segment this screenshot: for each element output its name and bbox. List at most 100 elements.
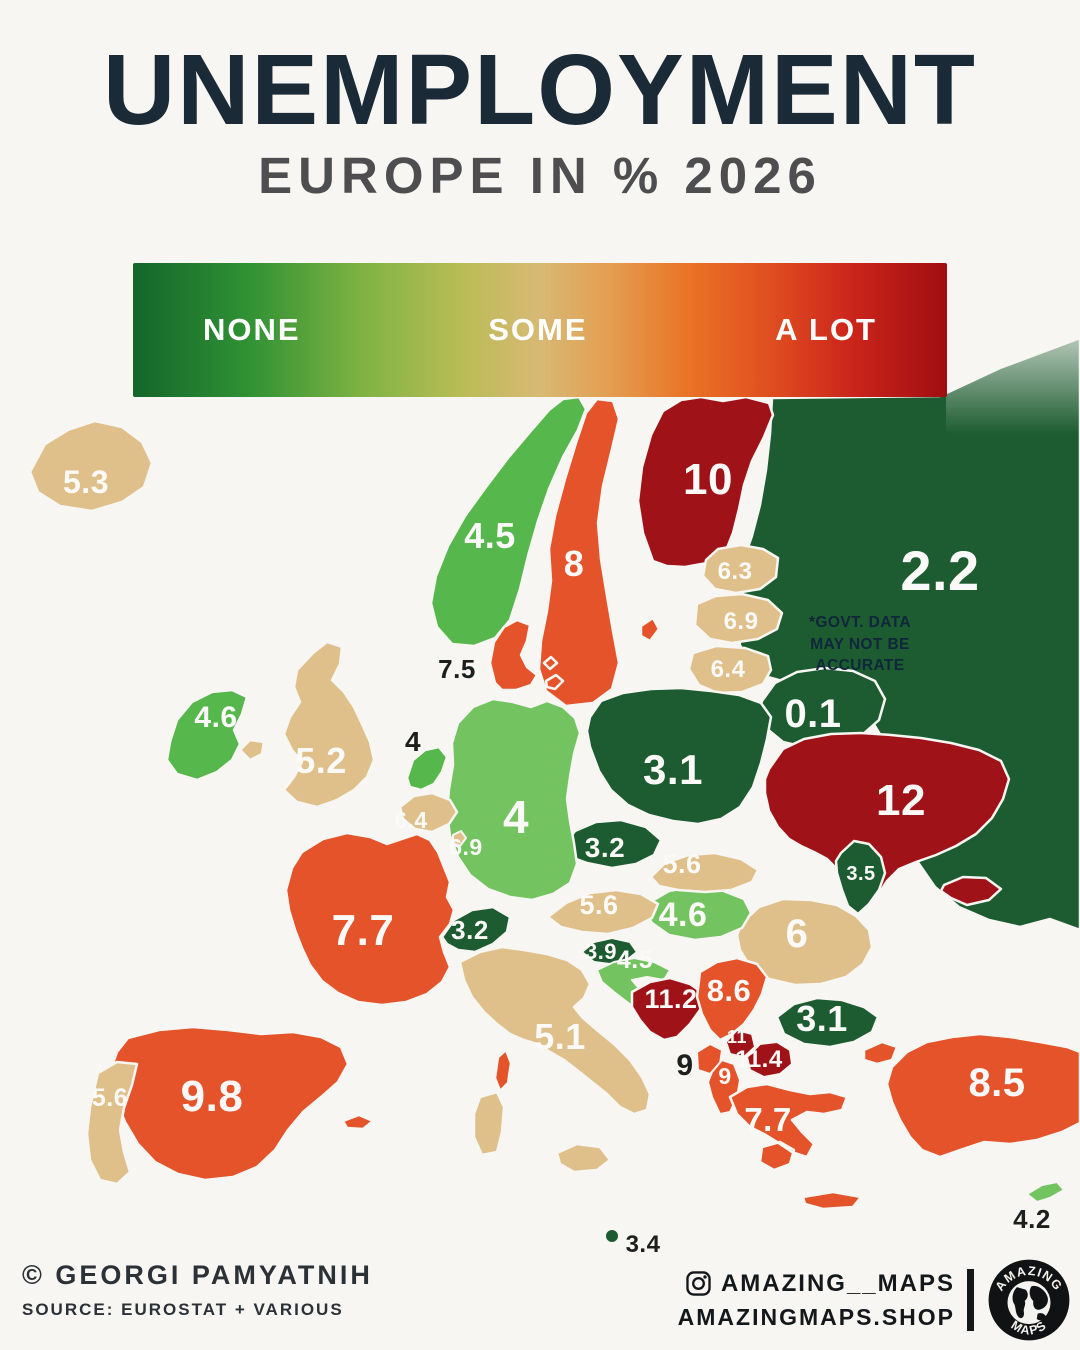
value-label-poland: 3.1 [643,746,703,793]
amazing-maps-logo: AMAZING MAPS [988,1259,1070,1341]
country-iceland [28,419,154,513]
value-label-kosovo: 11 [727,1027,747,1047]
note-line: ACCURATE [815,657,905,675]
footer-divider [967,1269,974,1331]
value-label-moldova: 3.5 [846,863,875,885]
russia-top-fade [946,296,1080,434]
country-kosovo [725,1029,756,1058]
value-label-netherlands: 4 [405,726,421,757]
value-label-luxembourg: 6.9 [449,834,482,860]
country-sweden [537,397,661,708]
country-norway [429,395,588,648]
value-label-germany: 4 [503,791,529,843]
country-cyprus [1026,1181,1065,1203]
value-label-ukraine: 12 [876,776,926,825]
note-line: MAY NOT BE [810,635,910,653]
country-netherlands [405,745,449,792]
value-label-cyprus: 4.2 [1013,1204,1051,1234]
country-denmark [488,618,565,692]
footer-credits: © GEORGI PAMYATNIH SOURCE: EUROSTAT + VA… [22,1260,373,1320]
value-label-belarus: 0.1 [784,692,841,736]
country-greece [728,1082,863,1211]
footer-brand: AMAZING__MAPS AMAZINGMAPS.SHOP AMAZING M… [678,1256,1072,1344]
country-moldova [834,839,887,916]
value-label-nmacedonia: 11.4 [735,1046,783,1073]
country-austria [546,888,660,936]
value-label-greece: 7.7 [744,1101,791,1138]
value-label-estonia: 6.3 [718,558,753,585]
data-source: SOURCE: EUROSTAT + VARIOUS [22,1300,344,1319]
value-label-romania: 6 [786,912,809,956]
value-label-ireland: 4.6 [194,701,237,734]
value-label-finland: 10 [683,455,733,504]
country-slovakia [649,851,760,894]
svg-text:MAPS: MAPS [1008,1318,1049,1338]
value-label-bulgaria: 3.1 [796,998,848,1039]
value-label-lithuania: 6.4 [711,656,746,683]
legend-gradient-bar: NONE SOME A LOT [133,263,947,397]
value-label-norway: 4.5 [464,515,516,556]
country-bulgaria [775,996,880,1049]
value-label-slovakia: 5.6 [662,849,701,879]
value-label-italy: 5.1 [534,1016,586,1057]
country-malta [604,1228,620,1244]
country-lithuania [687,644,773,695]
legend-label-some: SOME [488,312,588,347]
value-label-albania: 9 [718,1063,731,1089]
country-italy [458,945,652,1174]
instagram-handle: AMAZING__MAPS [720,1269,955,1297]
value-label-france: 7.7 [332,906,395,955]
value-label-malta: 3.4 [626,1231,661,1258]
country-ireland [165,688,249,782]
value-label-serbia: 8.6 [707,973,752,1008]
country-turkey [862,1032,1080,1159]
author-credit: © GEORGI PAMYATNIH [22,1260,373,1290]
country-slovenia [581,937,638,965]
value-label-iceland: 5.3 [63,464,109,500]
country-portugal [85,1060,139,1186]
country-bosnia [630,976,706,1042]
page-subtitle: EUROPE IN % 2026 [258,147,822,204]
value-label-czechia: 3.2 [585,832,625,863]
value-label-portugal: 5.6 [92,1084,128,1112]
instagram-icon [686,1271,711,1296]
value-label-denmark: 7.5 [438,654,476,684]
govt-data-note: *GOVT. DATA MAY NOT BE ACCURATE [775,612,945,677]
header: UNEMPLOYMENT EUROPE IN % 2026 [0,40,1080,201]
value-label-montenegro: 9 [676,1049,693,1082]
value-label-belgium: 6.4 [394,807,427,833]
country-belgium [398,791,459,834]
country-poland [585,686,773,826]
country-uk [238,640,376,809]
country-switzerland [440,905,512,954]
country-latvia [693,592,784,645]
value-label-bosnia: 11.2 [644,984,697,1014]
value-label-slovenia: 3.9 [585,939,617,964]
value-label-croatia: 4.5 [617,946,653,974]
brand-text: AMAZING__MAPS AMAZINGMAPS.SHOP [678,1270,955,1331]
value-label-latvia: 6.9 [724,608,759,635]
value-label-uk: 5.2 [295,740,347,781]
legend-label-none: NONE [203,312,301,347]
value-label-hungary: 4.6 [659,896,708,934]
value-label-spain: 9.8 [181,1072,244,1121]
value-label-austria: 5.6 [579,890,618,920]
country-spain [108,1025,375,1182]
value-label-russia: 2.2 [900,539,979,602]
logo-word-bottom: MAPS [1008,1318,1048,1338]
country-belarus [756,666,887,750]
country-nmacedonia [746,1041,793,1078]
country-czechia [561,818,663,870]
note-line: *GOVT. DATA [809,614,911,631]
value-label-sweden: 8 [564,543,585,584]
country-ukraine [763,731,1011,907]
page-title: UNEMPLOYMENT [103,34,977,146]
country-estonia [701,543,780,595]
website-url: AMAZINGMAPS.SHOP [677,1303,955,1330]
value-label-switzerland: 3.2 [451,915,489,945]
legend-label-alot: A LOT [775,312,877,347]
country-serbia [695,956,769,1042]
country-luxembourg [452,830,467,847]
